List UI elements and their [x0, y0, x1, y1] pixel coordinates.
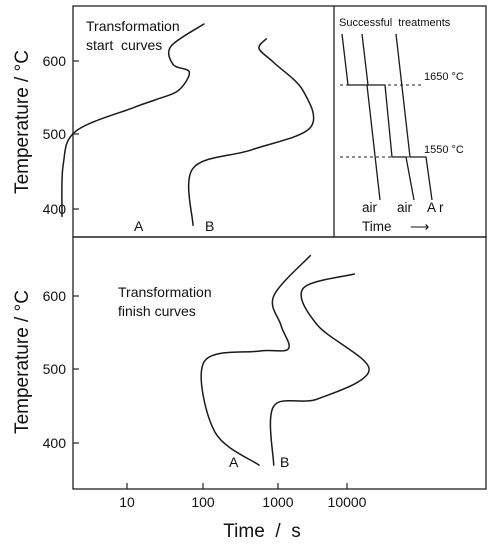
x-axis: 10 100 1000 10000: [119, 483, 367, 510]
top-ytick-label-400: 400: [43, 201, 67, 217]
xtick-label-100: 100: [191, 494, 215, 510]
finish-curve-a: [200, 254, 312, 466]
finish-curve-a-label: A: [229, 454, 239, 470]
bottom-title-line1: Transformation: [118, 284, 212, 300]
xtick-label-1000: 1000: [262, 494, 293, 510]
top-ytick-label-500: 500: [43, 126, 67, 142]
inset-successful-treatments: Successful treatments 1650 °C 1550 °C ai…: [339, 17, 464, 234]
inset-label-air-1: air: [362, 200, 378, 215]
bottom-title-line2: finish curves: [118, 303, 196, 319]
inset-path-1: [341, 33, 381, 201]
inset-1550-label: 1550 °C: [424, 144, 464, 156]
inset-label-air-2: air: [397, 200, 413, 215]
inset-time-label: Time: [362, 219, 392, 234]
inset-path-2: [361, 33, 415, 201]
inset-title: Successful treatments: [339, 17, 451, 29]
top-y-axis: 400 500 600: [43, 53, 79, 217]
bottom-ytick-label-400: 400: [43, 435, 67, 451]
inset-1650-label: 1650 °C: [424, 71, 464, 83]
start-curve-b-label: B: [205, 218, 214, 234]
bottom-ytick-label-500: 500: [43, 361, 67, 377]
bottom-ytick-label-600: 600: [43, 288, 67, 304]
bottom-y-axis-label: Temperature / °C: [12, 290, 33, 434]
top-ytick-label-600: 600: [43, 53, 67, 69]
start-curve-b: [187, 38, 315, 227]
bottom-panel-frame: [72, 236, 487, 490]
start-curve-a-label: A: [134, 218, 144, 234]
xtick-label-10: 10: [119, 494, 135, 510]
finish-curve-b-label: B: [280, 454, 289, 470]
x-axis-label: Time / s: [223, 521, 300, 542]
bottom-y-axis: 400 500 600: [43, 288, 79, 451]
inset-label-ar: A r: [427, 200, 444, 215]
finish-curve-b: [269, 273, 370, 466]
top-y-axis-label: Temperature / °C: [12, 50, 33, 194]
inset-time-arrow: ⟶: [410, 219, 430, 234]
inset-path-3: [395, 33, 433, 201]
top-title-line1: Transformation: [86, 18, 180, 34]
xtick-label-10000: 10000: [328, 494, 367, 510]
top-title-line2: start curves: [86, 37, 162, 53]
start-curve-a: [61, 23, 205, 218]
